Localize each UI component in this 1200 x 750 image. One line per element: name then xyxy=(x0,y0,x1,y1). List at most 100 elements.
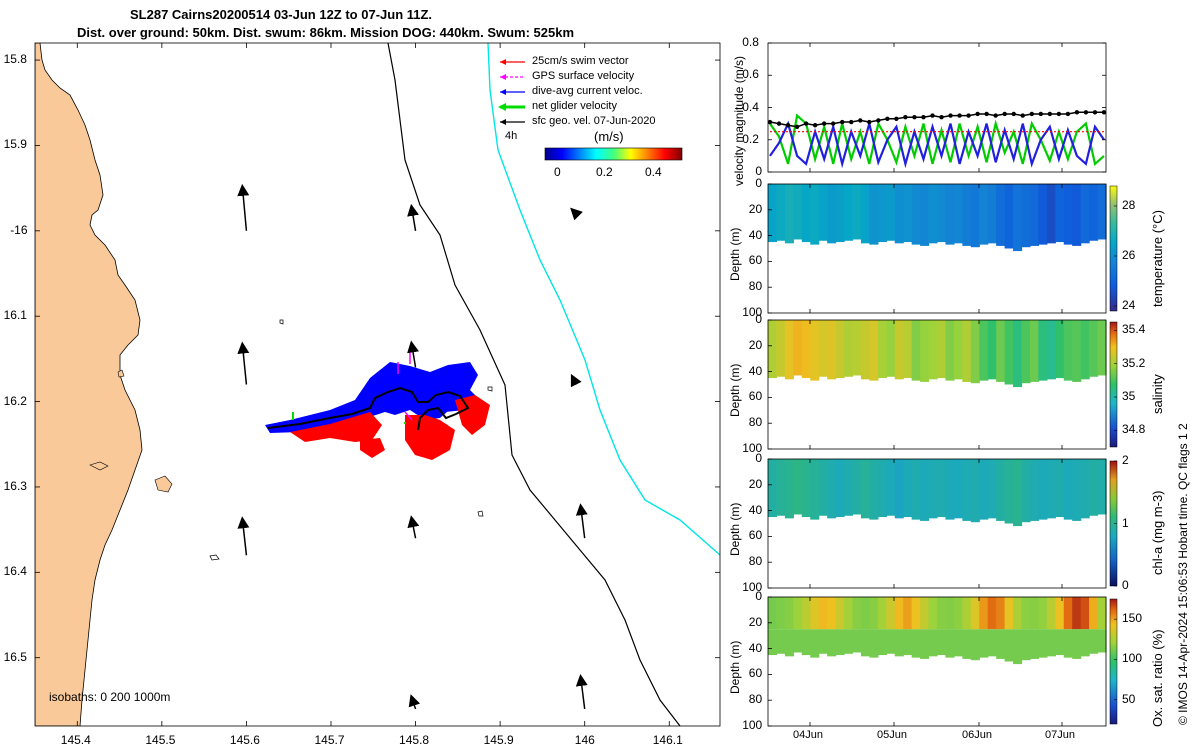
geostrophic-vector-arrow xyxy=(570,207,583,221)
velocity-net-point xyxy=(984,111,989,117)
island xyxy=(117,369,125,378)
section-cell xyxy=(1097,184,1107,240)
section-cell xyxy=(979,597,989,630)
section-cell xyxy=(1021,597,1031,630)
velocity-series xyxy=(767,110,1107,169)
section-cell xyxy=(1038,629,1048,658)
colorbar-tick-label: 100 xyxy=(1122,651,1143,666)
colorbar-tick-label: 24 xyxy=(1122,298,1136,312)
section-cell xyxy=(894,597,904,630)
geostrophic-vector-arrow xyxy=(237,183,250,231)
velocity-net-point xyxy=(1029,111,1034,117)
section-cell xyxy=(979,320,989,381)
date-tick-label: 04Jun xyxy=(793,729,823,741)
section-cell xyxy=(1004,320,1014,385)
track-map xyxy=(34,42,721,727)
section-cell xyxy=(793,459,803,515)
legend-gps-arrowhead xyxy=(500,74,506,80)
geostrophic-vector-arrow xyxy=(575,673,588,710)
velocity-net-point xyxy=(1083,110,1089,115)
section-cell xyxy=(987,459,997,519)
geostrophic-vector-arrow xyxy=(408,694,421,710)
section-cell xyxy=(1029,459,1039,521)
section-cell xyxy=(801,629,811,656)
depth-axis-label: Depth (m) xyxy=(728,640,742,694)
section-cell xyxy=(776,459,786,516)
section-cell xyxy=(869,629,879,658)
velocity-net-point xyxy=(1056,111,1062,117)
section-panel-oxygen-saturation xyxy=(767,596,1118,727)
velocity-net-point xyxy=(767,119,773,125)
section-cell xyxy=(970,629,980,661)
section-cell xyxy=(886,597,896,630)
glider-track xyxy=(265,350,490,460)
velocity-y-tick-label: 0 xyxy=(755,164,763,178)
section-cell xyxy=(945,597,955,630)
section-cell xyxy=(860,629,870,657)
section-cell xyxy=(911,184,921,245)
legend-diveavg-arrowhead xyxy=(500,89,506,95)
section-cell xyxy=(1013,629,1023,665)
section-cell xyxy=(835,459,845,518)
depth-tick-label: 40 xyxy=(748,227,763,242)
colorbar-axis-label: temperature (°C) xyxy=(1150,209,1165,307)
section-cell xyxy=(970,184,980,248)
velocity-net-point xyxy=(885,116,890,121)
depth-tick-label: 20 xyxy=(748,614,763,629)
velocity-series-line xyxy=(769,120,1105,169)
section-cell xyxy=(911,320,921,381)
section-cell xyxy=(776,629,786,654)
section-cell xyxy=(928,459,938,519)
depth-tick-label: 40 xyxy=(748,502,763,517)
section-cell xyxy=(801,184,811,243)
map-y-tick-label: 16.2 xyxy=(3,393,27,408)
depth-axis-label: Depth (m) xyxy=(728,227,742,281)
velocity-net-point xyxy=(840,119,845,125)
geostrophic-vectors xyxy=(237,183,588,710)
section-cell xyxy=(970,597,980,630)
section-cell xyxy=(1072,184,1082,246)
velocity-net-point xyxy=(1074,110,1080,115)
section-cell xyxy=(1097,629,1107,653)
section-cell xyxy=(962,597,972,630)
map-colorbar xyxy=(544,147,683,161)
legend-swim-label: 25cm/s swim vector xyxy=(532,55,629,67)
section-cell xyxy=(1089,320,1099,377)
section-cell xyxy=(852,629,862,653)
section-cell xyxy=(1004,184,1014,249)
section-cell xyxy=(1013,320,1023,388)
velocity-net-point xyxy=(849,119,854,125)
section-cell xyxy=(827,597,837,630)
section-cell xyxy=(894,320,904,380)
section-cell xyxy=(1038,459,1048,520)
section-cell xyxy=(827,320,837,380)
section-cell xyxy=(852,597,862,630)
map-colorbar-title: (m/s) xyxy=(594,129,624,144)
section-cell xyxy=(810,459,820,520)
section-panels xyxy=(767,183,1118,727)
velocity-net-point xyxy=(912,114,917,120)
legend-net-arrowhead xyxy=(498,103,506,111)
section-cell xyxy=(776,184,786,241)
geostrophic-vector-arrow xyxy=(407,340,419,368)
depth-tick-label: 100 xyxy=(742,305,763,319)
section-cell xyxy=(962,629,972,659)
velocity-net-point xyxy=(930,113,935,118)
section-cell xyxy=(979,184,989,245)
section-cell xyxy=(827,459,837,519)
map-colorbar-tick: 0 xyxy=(554,165,561,179)
section-cell xyxy=(903,459,913,518)
section-cell xyxy=(844,320,854,377)
section-cell xyxy=(996,459,1006,521)
section-cell xyxy=(996,184,1006,246)
depth-tick-label: 100 xyxy=(742,718,763,732)
velocity-net-point xyxy=(1047,111,1053,117)
section-cell xyxy=(903,629,913,656)
velocity-net-point xyxy=(894,116,899,121)
section-cell xyxy=(1021,184,1031,248)
velocity-net-point xyxy=(993,113,998,118)
map-y-tick-label: 16.3 xyxy=(3,478,27,493)
section-cell xyxy=(953,184,963,244)
velocity-net-point xyxy=(975,111,980,117)
velocity-axes xyxy=(767,42,1107,173)
